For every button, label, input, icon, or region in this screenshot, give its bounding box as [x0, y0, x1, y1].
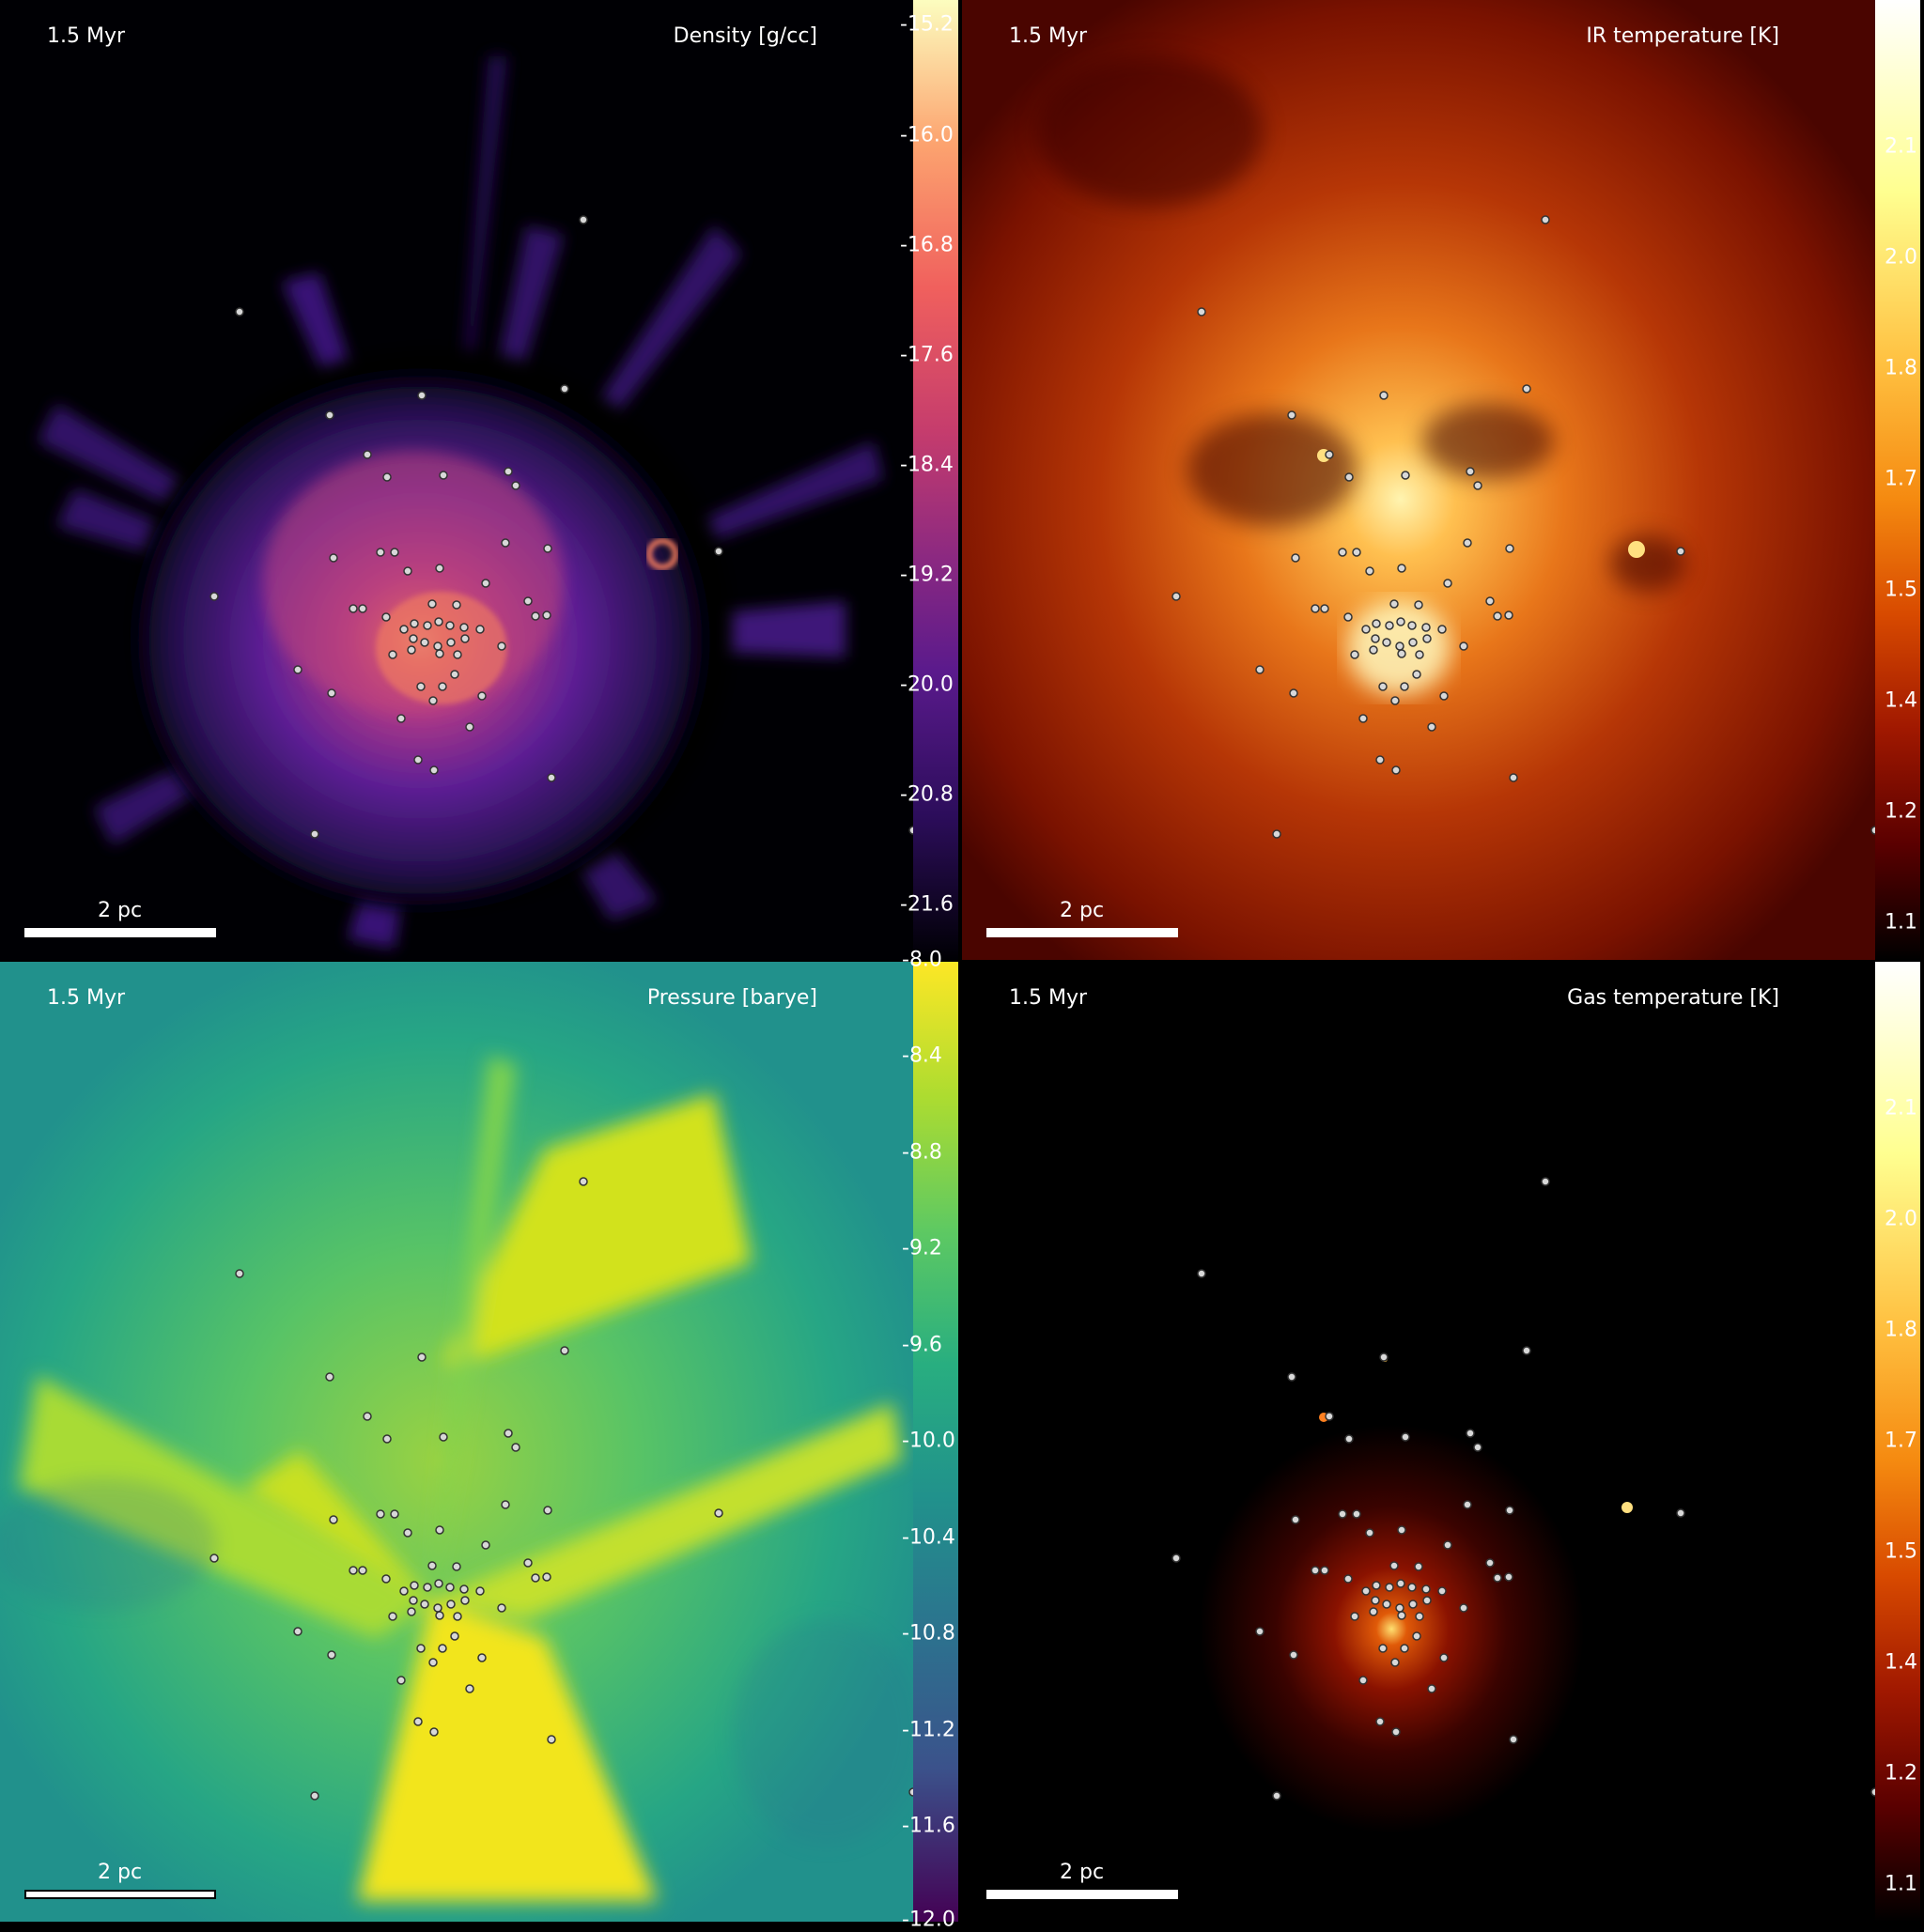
- scale-bar: [24, 928, 216, 937]
- colorbar-tick: 1.1: [1885, 1872, 1917, 1896]
- sink-particles: [209, 215, 913, 839]
- sink-particles: [209, 1177, 913, 1801]
- colorbar-tick: 1.5: [1885, 578, 1917, 602]
- colorbar-tick: -8.8: [902, 1140, 942, 1165]
- density-colorbar-ticks: -15.2 -16.0 -16.8 -17.6 -18.4 -19.2 -20.…: [900, 0, 956, 960]
- colorbar-tick: 2.0: [1885, 1207, 1917, 1231]
- quantity-label: Pressure [barye]: [646, 986, 817, 1010]
- colorbar-tick: -10.0: [902, 1429, 955, 1453]
- pressure-colorbar-ticks: -8.0 -8.4 -8.8 -9.2 -9.6 -10.0 -10.4 -10…: [902, 949, 958, 1932]
- quantity-label: IR temperature [K]: [1586, 24, 1779, 48]
- quantity-label: Gas temperature [K]: [1567, 986, 1779, 1010]
- ir-temperature-colorbar: [1875, 0, 1920, 960]
- ir-temperature-colorbar-ticks: 2.1 2.0 1.8 1.7 1.5 1.4 1.2 1.1: [1885, 0, 1924, 960]
- colorbar-tick: -8.4: [902, 1043, 942, 1068]
- pressure-image: [0, 962, 913, 1922]
- colorbar-tick: 2.1: [1885, 134, 1917, 159]
- ir-temperature-image: [962, 0, 1875, 960]
- colorbar-tick: -12.0: [902, 1908, 955, 1932]
- colorbar-tick: 1.4: [1885, 688, 1917, 713]
- scale-bar: [986, 1890, 1178, 1899]
- colorbar-tick: -15.2: [900, 12, 954, 37]
- colorbar-tick: 2.1: [1885, 1096, 1917, 1121]
- pressure-panel: 1.5 Myr Pressure [barye] 2 pc: [0, 962, 913, 1922]
- colorbar-tick: 1.8: [1885, 1318, 1917, 1342]
- density-colorbar: [913, 0, 958, 960]
- ir-temperature-panel: 1.5 Myr IR temperature [K] 2 pc: [962, 0, 1875, 960]
- colorbar-tick: -8.0: [902, 948, 942, 972]
- scale-bar-label: 2 pc: [98, 899, 143, 922]
- pressure-colorbar: [913, 962, 958, 1922]
- gas-temperature-colorbar: [1875, 962, 1920, 1922]
- density-image: [0, 0, 913, 960]
- time-label: 1.5 Myr: [1009, 24, 1088, 48]
- density-panel: 1.5 Myr Density [g/cc] 2 pc: [0, 0, 913, 960]
- time-label: 1.5 Myr: [47, 24, 126, 48]
- colorbar-tick: 1.7: [1885, 467, 1917, 491]
- colorbar-tick: -20.8: [900, 782, 954, 807]
- colorbar-tick: -16.0: [900, 123, 954, 147]
- colorbar-tick: -17.6: [900, 343, 954, 367]
- colorbar-tick: -19.2: [900, 563, 954, 587]
- colorbar-tick: -18.4: [900, 453, 954, 477]
- gas-temperature-image: [962, 962, 1875, 1922]
- time-label: 1.5 Myr: [1009, 986, 1088, 1010]
- colorbar-tick: -11.6: [902, 1814, 955, 1838]
- colorbar-tick: -20.0: [900, 672, 954, 697]
- scale-bar-label: 2 pc: [98, 1861, 143, 1884]
- colorbar-tick: 1.8: [1885, 356, 1917, 380]
- colorbar-tick: -11.2: [902, 1718, 955, 1742]
- sink-particles: [1171, 215, 1875, 839]
- colorbar-tick: -16.8: [900, 233, 954, 257]
- scale-bar-label: 2 pc: [1060, 1861, 1105, 1884]
- colorbar-tick: 1.1: [1885, 910, 1917, 935]
- sink-particles: [1171, 1177, 1875, 1801]
- colorbar-tick: 1.2: [1885, 1761, 1917, 1785]
- colorbar-tick: -21.6: [900, 892, 954, 917]
- colorbar-tick: 2.0: [1885, 245, 1917, 270]
- scale-bar: [986, 928, 1178, 937]
- colorbar-tick: 1.7: [1885, 1429, 1917, 1453]
- colorbar-tick: -9.2: [902, 1236, 942, 1260]
- colorbar-tick: 1.4: [1885, 1650, 1917, 1675]
- gas-temperature-colorbar-ticks: 2.1 2.0 1.8 1.7 1.5 1.4 1.2 1.1: [1885, 962, 1924, 1922]
- gas-temperature-panel: 1.5 Myr Gas temperature [K] 2 pc: [962, 962, 1875, 1922]
- quantity-label: Density [g/cc]: [673, 24, 817, 48]
- scale-bar-label: 2 pc: [1060, 899, 1105, 922]
- time-label: 1.5 Myr: [47, 986, 126, 1010]
- colorbar-tick: -9.6: [902, 1333, 942, 1357]
- colorbar-tick: -10.8: [902, 1621, 955, 1646]
- scale-bar: [24, 1890, 216, 1899]
- colorbar-tick: 1.5: [1885, 1539, 1917, 1564]
- colorbar-tick: -10.4: [902, 1525, 955, 1550]
- colorbar-tick: 1.2: [1885, 799, 1917, 824]
